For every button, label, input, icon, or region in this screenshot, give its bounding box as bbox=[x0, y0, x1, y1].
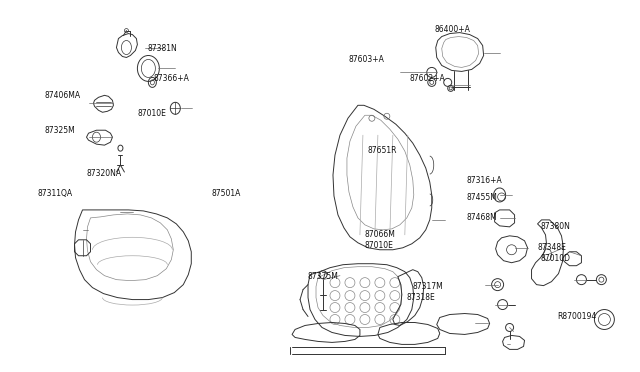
Text: 87381N: 87381N bbox=[148, 44, 177, 53]
Text: 87501A: 87501A bbox=[211, 189, 241, 198]
Text: 87010E: 87010E bbox=[365, 241, 394, 250]
Text: 87320NA: 87320NA bbox=[87, 169, 122, 177]
Text: 87603+A: 87603+A bbox=[349, 55, 385, 64]
Text: 87318E: 87318E bbox=[406, 293, 435, 302]
Text: 87066M: 87066M bbox=[365, 230, 396, 239]
Text: 86400+A: 86400+A bbox=[435, 25, 471, 34]
Text: 87455M: 87455M bbox=[467, 193, 498, 202]
Text: 87311QA: 87311QA bbox=[38, 189, 73, 198]
Text: R8700194: R8700194 bbox=[557, 312, 597, 321]
Text: 87366+A: 87366+A bbox=[154, 74, 190, 83]
Text: 87651R: 87651R bbox=[368, 146, 397, 155]
Text: 87325M: 87325M bbox=[44, 126, 75, 135]
Text: 87375M: 87375M bbox=[307, 272, 338, 281]
Text: 87348E: 87348E bbox=[537, 243, 566, 251]
Text: 87380N: 87380N bbox=[540, 222, 570, 231]
Text: 87010D: 87010D bbox=[540, 254, 570, 263]
Text: 87316+A: 87316+A bbox=[467, 176, 502, 185]
Text: 87317M: 87317M bbox=[413, 282, 444, 291]
Text: 87468M: 87468M bbox=[467, 213, 498, 222]
Text: 87602+A: 87602+A bbox=[410, 74, 445, 83]
Text: 87010E: 87010E bbox=[138, 109, 167, 118]
Text: 87406MA: 87406MA bbox=[44, 91, 80, 100]
